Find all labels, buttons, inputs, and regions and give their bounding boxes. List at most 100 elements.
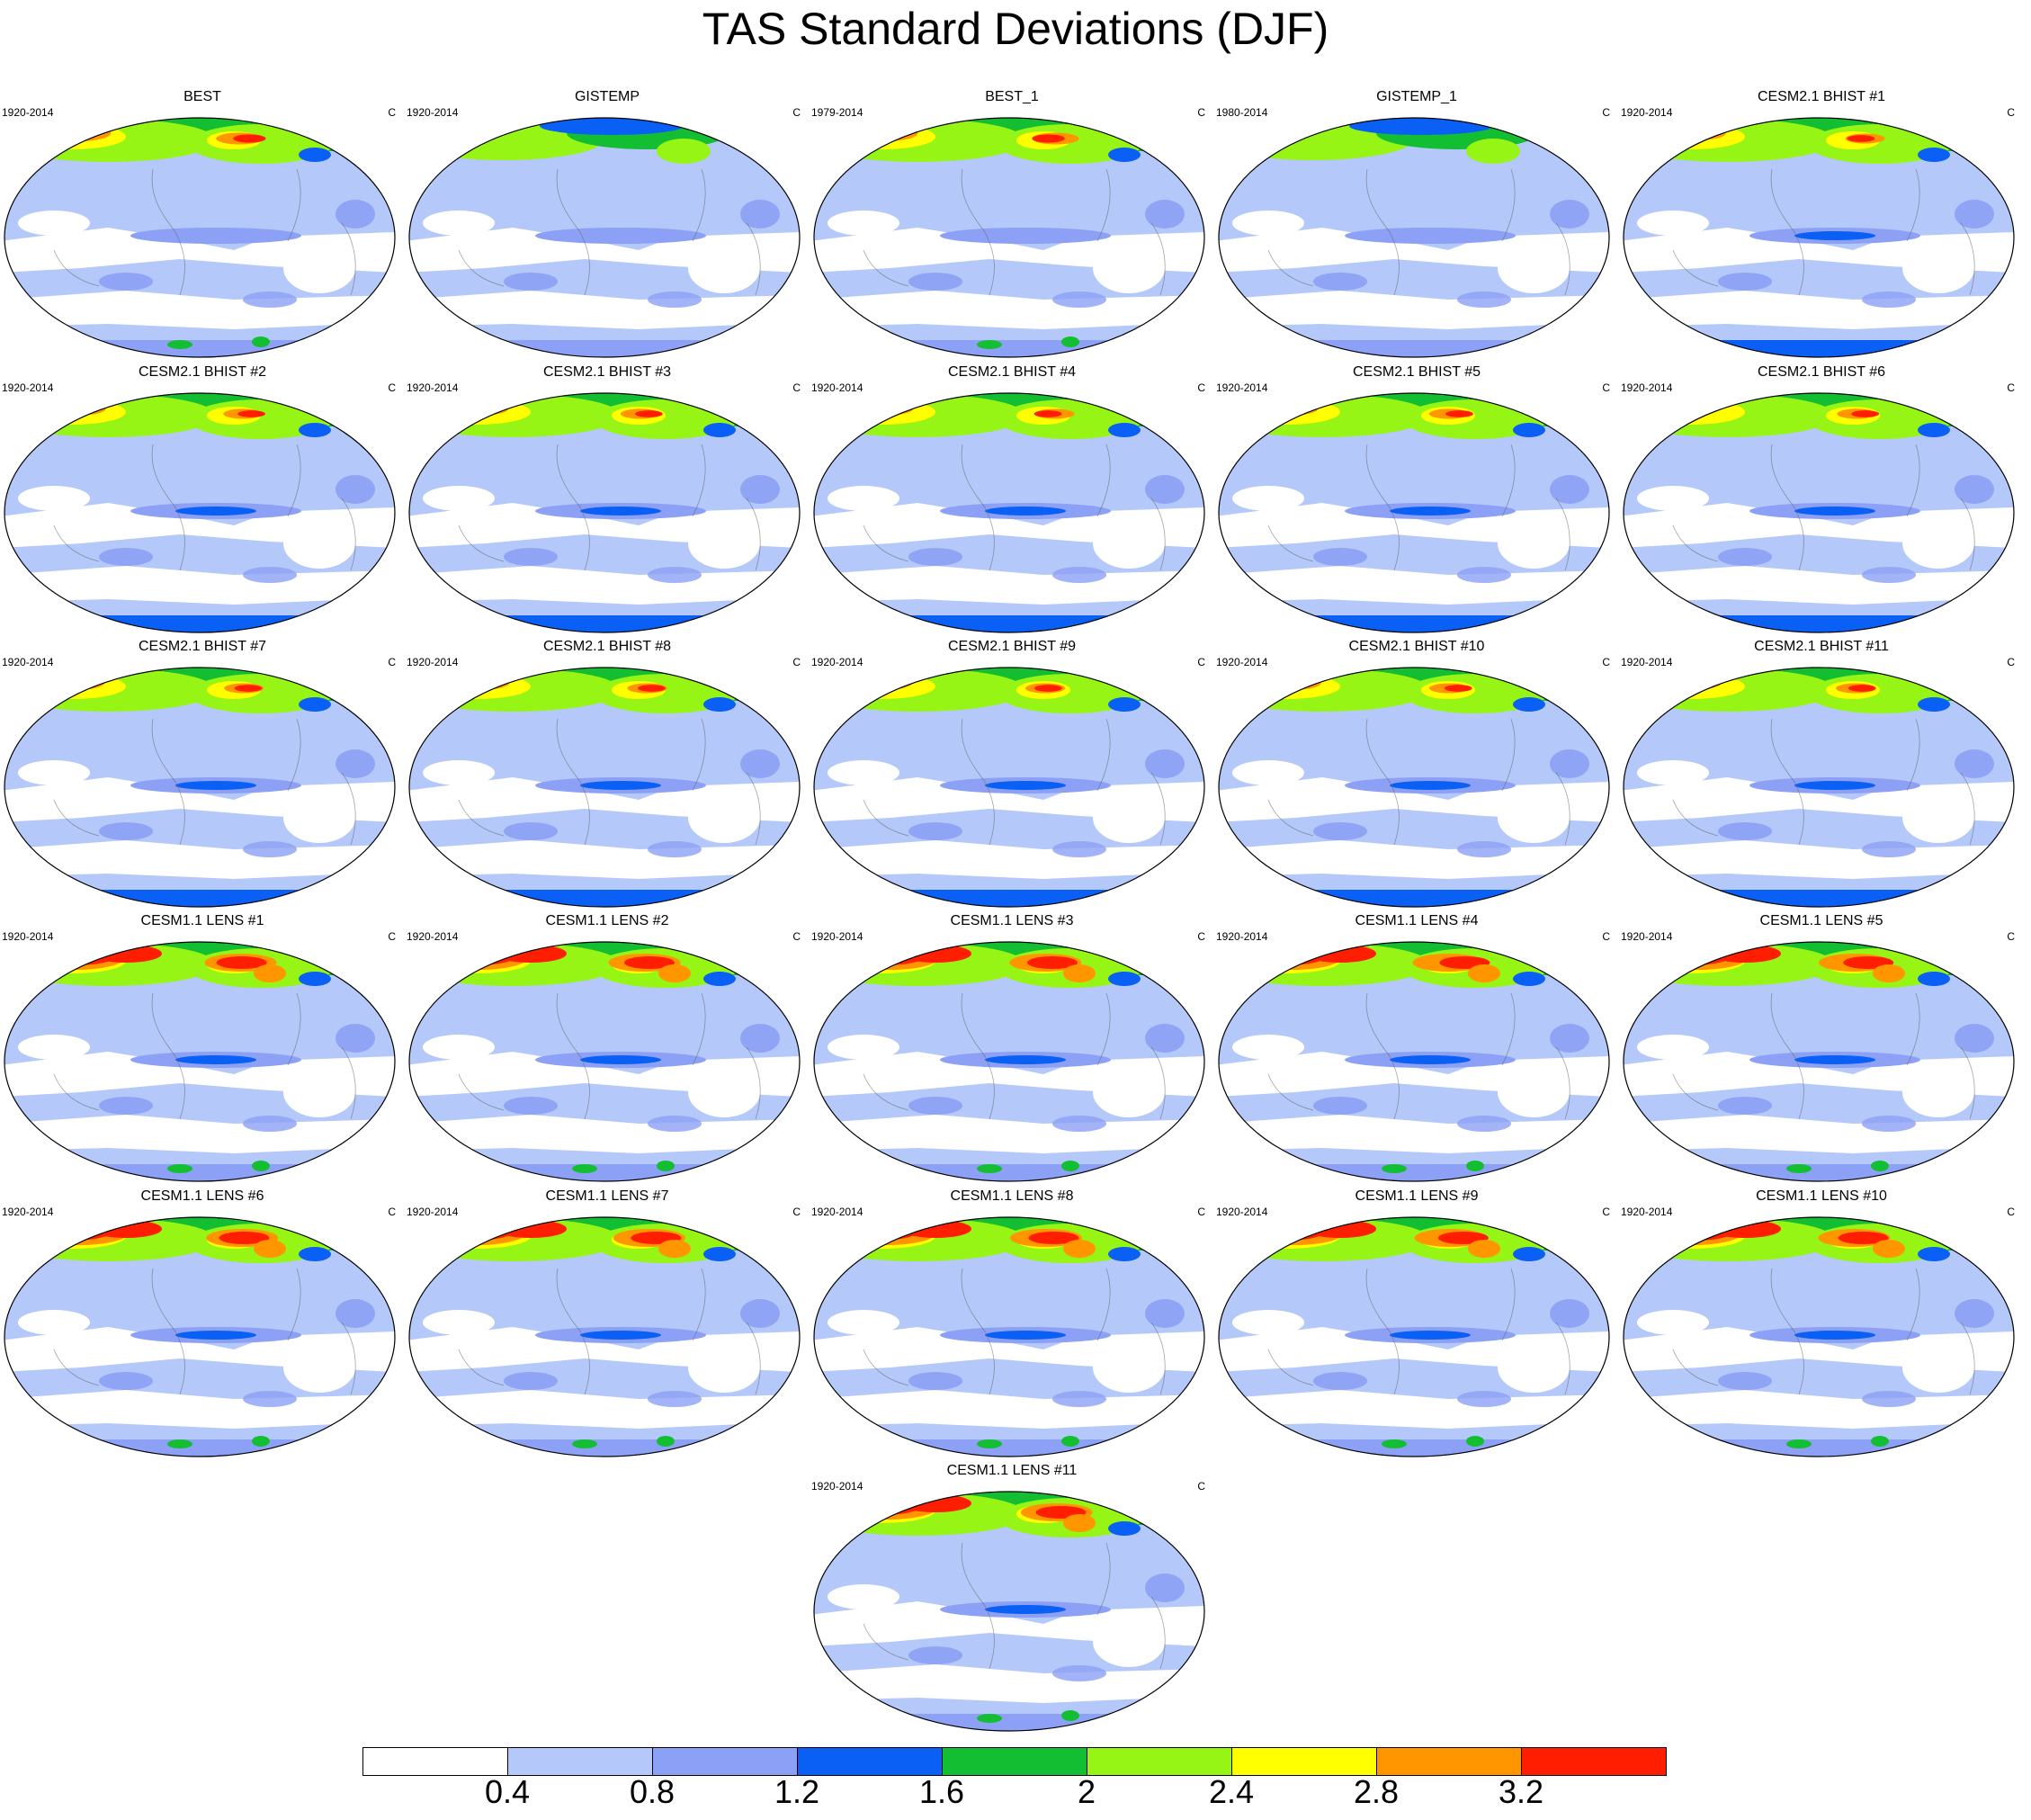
panel-units: C <box>2007 1206 2015 1218</box>
panel-units: C <box>792 1206 801 1218</box>
panel-units: C <box>2007 656 2015 668</box>
map-panel: CESM2.1 BHIST #5 1920-2014 C <box>1214 363 1619 633</box>
colorbar-tick-label: 3.2 <box>1498 1773 1544 1810</box>
panel-title: CESM2.1 BHIST #1 <box>1758 89 1885 104</box>
panel-title: BEST_1 <box>985 89 1039 104</box>
map-border <box>813 1216 1205 1457</box>
figure-title: TAS Standard Deviations (DJF) <box>702 4 1329 54</box>
global-map <box>4 667 396 908</box>
colorbar-box <box>1521 1747 1667 1776</box>
map-panel: CESM2.1 BHIST #6 1920-2014 C <box>1619 363 2024 633</box>
panel-title: CESM1.1 LENS #6 <box>140 1188 264 1204</box>
panel-title: CESM1.1 LENS #7 <box>545 1188 669 1204</box>
panel-title: CESM1.1 LENS #10 <box>1756 1188 1887 1204</box>
global-map <box>813 1216 1205 1457</box>
global-map <box>813 392 1205 633</box>
panel-units: C <box>792 930 801 943</box>
map-border <box>1218 1216 1610 1457</box>
panel-units: C <box>388 106 396 119</box>
map-panel: CESM1.1 LENS #10 1920-2014 C <box>1619 1188 2024 1457</box>
panel-period: 1920-2014 <box>1621 106 1673 119</box>
global-map <box>1218 117 1610 358</box>
panel-title: CESM2.1 BHIST #5 <box>1353 364 1481 380</box>
map-panel: GISTEMP 1920-2014 C <box>405 88 810 358</box>
global-map <box>813 117 1205 358</box>
panel-units: C <box>792 656 801 668</box>
colorbar-box <box>362 1747 508 1776</box>
map-panel: CESM1.1 LENS #6 1920-2014 C <box>0 1188 405 1457</box>
map-border <box>408 117 801 358</box>
map-border <box>1623 1216 2015 1457</box>
panel-title: CESM1.1 LENS #2 <box>545 913 669 928</box>
panel-title: CESM2.1 BHIST #2 <box>139 364 266 380</box>
global-map <box>1623 117 2015 358</box>
panel-title: GISTEMP_1 <box>1376 89 1457 104</box>
panel-title: CESM2.1 BHIST #4 <box>948 364 1076 380</box>
global-map <box>4 392 396 633</box>
panel-title: CESM2.1 BHIST #8 <box>543 639 671 654</box>
colorbar-tick-label: 0.4 <box>484 1773 531 1810</box>
panel-title: CESM1.1 LENS #4 <box>1355 913 1479 928</box>
global-map <box>408 667 801 908</box>
global-map <box>4 941 396 1182</box>
global-map <box>1218 1216 1610 1457</box>
map-border <box>1218 667 1610 908</box>
map-panel: CESM1.1 LENS #5 1920-2014 C <box>1619 912 2024 1182</box>
map-border <box>813 667 1205 908</box>
map-border <box>1623 941 2015 1182</box>
panel-period: 1920-2014 <box>1216 1206 1268 1218</box>
map-panel: GISTEMP_1 1980-2014 C <box>1214 88 1619 358</box>
panel-period: 1920-2014 <box>811 1206 863 1218</box>
map-panel: CESM2.1 BHIST #11 1920-2014 C <box>1619 638 2024 908</box>
map-border <box>408 667 801 908</box>
global-map <box>813 1491 1205 1732</box>
panel-period: 1920-2014 <box>1216 656 1268 668</box>
panel-units: C <box>792 106 801 119</box>
panel-units: C <box>792 381 801 394</box>
map-border <box>1623 392 2015 633</box>
global-map <box>1623 392 2015 633</box>
panel-period: 1920-2014 <box>1621 381 1673 394</box>
colorbar-tick-label: 2 <box>1077 1773 1096 1810</box>
global-map <box>1623 1216 2015 1457</box>
panel-period: 1920-2014 <box>407 930 459 943</box>
panel-period: 1920-2014 <box>811 656 863 668</box>
panel-title: GISTEMP <box>574 89 640 104</box>
global-map <box>408 117 801 358</box>
global-map <box>4 1216 396 1457</box>
panel-period: 1920-2014 <box>1216 381 1268 394</box>
map-panel: CESM1.1 LENS #4 1920-2014 C <box>1214 912 1619 1182</box>
map-border <box>408 1216 801 1457</box>
colorbar-box <box>942 1747 1087 1776</box>
global-map <box>1218 667 1610 908</box>
global-map <box>1623 667 2015 908</box>
map-panel: CESM1.1 LENS #2 1920-2014 C <box>405 912 810 1182</box>
map-panel: CESM2.1 BHIST #7 1920-2014 C <box>0 638 405 908</box>
panel-period: 1920-2014 <box>2 381 54 394</box>
colorbar-box <box>797 1747 943 1776</box>
map-panel: CESM2.1 BHIST #9 1920-2014 C <box>810 638 1214 908</box>
panel-period: 1920-2014 <box>811 381 863 394</box>
colorbar-box <box>652 1747 798 1776</box>
panel-period: 1920-2014 <box>811 1480 863 1493</box>
map-border <box>1218 392 1610 633</box>
panel-period: 1920-2014 <box>407 381 459 394</box>
map-border <box>4 392 396 633</box>
panel-title: CESM2.1 BHIST #10 <box>1348 639 1485 654</box>
colorbar-box <box>507 1747 653 1776</box>
panel-units: C <box>1602 106 1610 119</box>
panel-title: CESM2.1 BHIST #3 <box>543 364 671 380</box>
colorbar-tick-label: 1.6 <box>918 1773 965 1810</box>
map-border <box>813 941 1205 1182</box>
global-map <box>1218 941 1610 1182</box>
panel-units: C <box>1602 1206 1610 1218</box>
panel-units: C <box>388 1206 396 1218</box>
panel-units: C <box>1197 381 1205 394</box>
map-panel: BEST_1 1979-2014 C <box>810 88 1214 358</box>
panel-units: C <box>1197 106 1205 119</box>
panel-title: CESM2.1 BHIST #7 <box>139 639 266 654</box>
panel-units: C <box>1197 930 1205 943</box>
map-panel: CESM2.1 BHIST #1 1920-2014 C <box>1619 88 2024 358</box>
panel-title: CESM2.1 BHIST #9 <box>948 639 1076 654</box>
panel-units: C <box>1602 930 1610 943</box>
